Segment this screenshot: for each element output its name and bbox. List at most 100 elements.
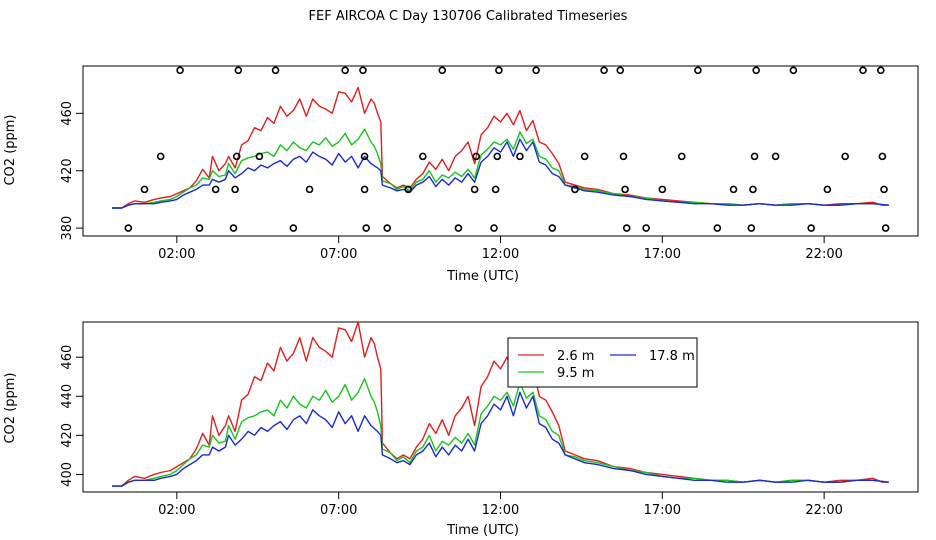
calibration-point	[140, 185, 149, 194]
bottom-plot-frame	[82, 321, 919, 493]
top-x-tick-label: 22:00	[805, 247, 842, 262]
calibration-point	[255, 152, 264, 161]
calibration-point	[195, 224, 204, 232]
calibration-point	[271, 66, 280, 75]
calibration-point	[176, 66, 184, 75]
bottom-series-17-8-m	[112, 391, 889, 487]
bottom-x-tick-label: 12:00	[482, 503, 519, 518]
calibration-point	[807, 224, 815, 232]
top-y-tick-label: 380	[60, 216, 75, 241]
calibration-point	[876, 66, 885, 75]
calibration-point	[472, 152, 481, 161]
calibration-point	[621, 185, 629, 194]
calibration-point	[516, 152, 524, 161]
bottom-series-2-6-m	[112, 322, 889, 487]
calibration-point	[616, 66, 625, 75]
calibration-point	[438, 66, 447, 75]
calibration-point	[878, 152, 887, 161]
top-x-axis-label: Time (UTC)	[446, 269, 519, 284]
legend-label-17-8m: 17.8 m	[649, 349, 695, 364]
calibration-point	[493, 152, 502, 161]
bottom-x-tick-label: 22:00	[805, 503, 842, 518]
bottom-y-tick-label: 440	[60, 384, 75, 409]
chart-title: FEF AIRCOA C Day 130706 Calibrated Times…	[308, 9, 628, 24]
calibration-point	[229, 224, 238, 232]
calibration-point	[232, 152, 241, 161]
calibration-point	[789, 66, 798, 75]
calibration-point	[750, 152, 759, 161]
calibration-point	[694, 66, 702, 75]
calibration-point	[211, 185, 220, 194]
legend-label-9-5m: 9.5 m	[557, 366, 594, 381]
top-calibration-points	[124, 66, 890, 232]
top-y-axis-label: CO2 (ppm)	[3, 114, 18, 185]
calibration-point	[622, 224, 631, 232]
calibration-point	[729, 185, 738, 194]
top-series-lines	[112, 86, 889, 209]
legend-box	[507, 337, 698, 388]
bottom-y-tick-label: 460	[60, 345, 75, 370]
calibration-point	[419, 152, 427, 161]
calibration-point	[454, 224, 463, 232]
bottom-series-9-5-m	[112, 378, 889, 487]
calibration-point	[548, 224, 557, 232]
bottom-x-tick-label: 02:00	[158, 503, 195, 518]
calibration-point	[880, 185, 888, 194]
bottom-y-axis-label: CO2 (ppm)	[3, 372, 18, 443]
top-x-tick-label: 17:00	[644, 247, 681, 262]
calibration-point	[404, 185, 413, 194]
calibration-point	[362, 224, 370, 232]
top-panel: 02:00 07:00 12:00 17:00 22:00 380 420 460 Time …	[3, 65, 919, 284]
legend-label-2-6m: 2.6 m	[557, 349, 594, 364]
bottom-y-tick-label: 420	[60, 423, 75, 448]
top-series-9-5-m	[112, 128, 889, 209]
calibration-point	[532, 66, 540, 75]
calibration-point	[470, 185, 479, 194]
calibration-point	[713, 224, 722, 232]
calibration-point	[658, 185, 667, 194]
top-series-17-8-m	[112, 138, 889, 209]
calibration-point	[642, 224, 650, 232]
bottom-x-tick-label: 07:00	[320, 503, 357, 518]
calibration-point	[156, 152, 165, 161]
bottom-axes: 02:00 07:00 12:00 17:00 22:00 400 420 440 460	[60, 345, 843, 518]
top-x-tick-label: 12:00	[482, 247, 519, 262]
calibration-point	[749, 185, 757, 194]
calibration-point	[305, 185, 314, 194]
calibration-point	[360, 185, 369, 194]
calibration-point	[600, 66, 608, 75]
calibration-point	[859, 66, 867, 75]
top-y-tick-label: 460	[60, 101, 75, 126]
bottom-y-tick-label: 400	[60, 462, 75, 487]
calibration-point	[124, 224, 133, 232]
calibration-point	[341, 66, 349, 75]
calibration-point	[495, 66, 503, 75]
calibration-point	[360, 152, 369, 161]
calibration-point	[571, 185, 579, 194]
top-x-tick-label: 02:00	[158, 247, 195, 262]
bottom-x-tick-label: 17:00	[644, 503, 681, 518]
bottom-panel: 02:00 07:00 12:00 17:00 22:00 400 420 440 460 Ti…	[3, 321, 919, 538]
calibration-point	[823, 185, 832, 194]
bottom-series-lines	[112, 322, 889, 487]
calibration-point	[491, 185, 500, 194]
top-axes: 02:00 07:00 12:00 17:00 22:00 380 420 460	[60, 101, 843, 262]
calibration-point	[619, 152, 628, 161]
calibration-point	[752, 66, 760, 75]
calibration-point	[747, 224, 756, 232]
calibration-point	[677, 152, 686, 161]
calibration-point	[490, 224, 498, 232]
calibration-point	[231, 185, 239, 194]
calibration-point	[359, 66, 367, 75]
calibration-point	[289, 224, 298, 232]
calibration-point	[234, 66, 243, 75]
calibration-point	[841, 152, 849, 161]
top-y-tick-label: 420	[60, 158, 75, 183]
calibration-point	[580, 152, 589, 161]
calibration-point	[383, 224, 392, 232]
bottom-x-axis-label: Time (UTC)	[446, 523, 519, 538]
calibration-point	[881, 224, 890, 232]
top-series-2-6-m	[112, 86, 889, 209]
calibration-point	[771, 152, 780, 161]
